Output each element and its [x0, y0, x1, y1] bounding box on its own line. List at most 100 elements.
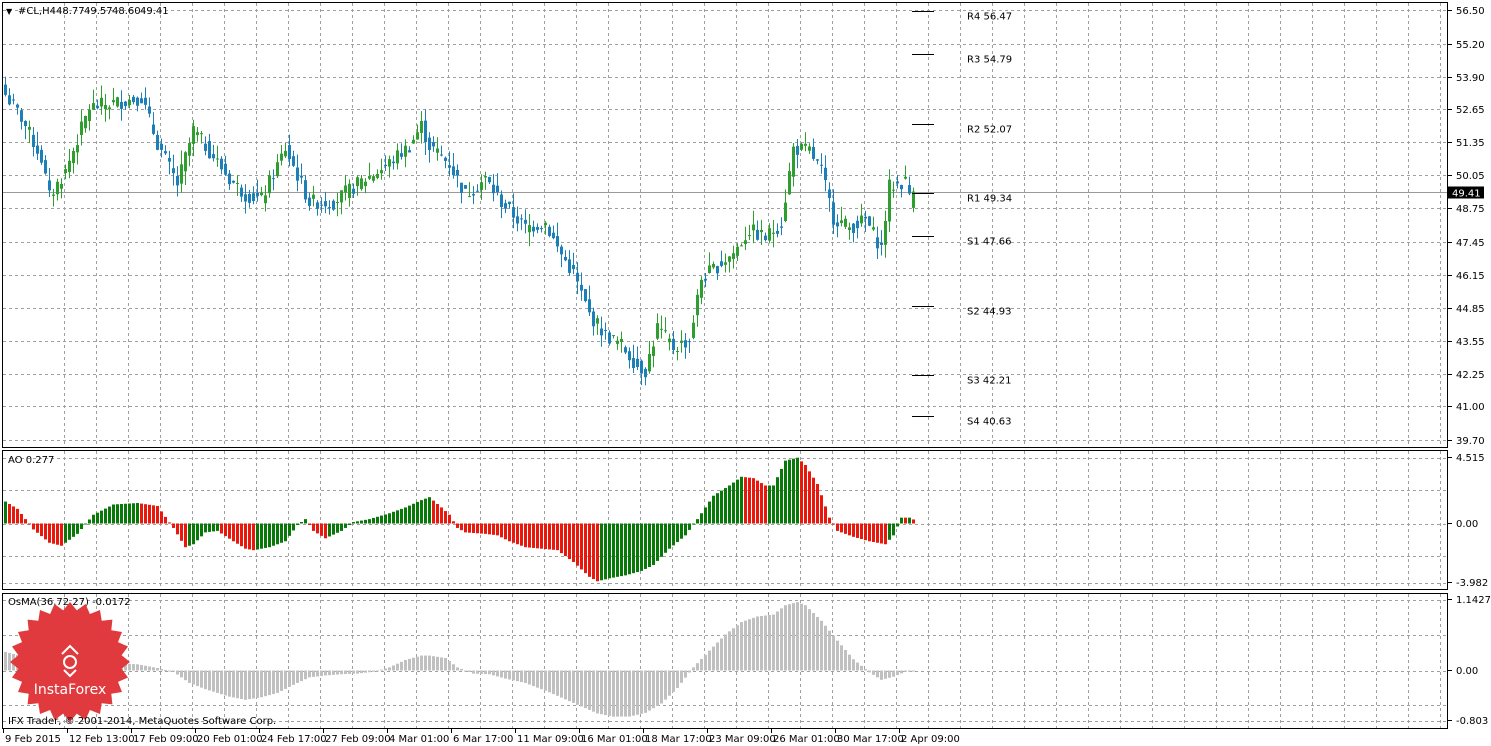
osma-bar	[448, 661, 451, 671]
osma-bar	[872, 670, 875, 675]
ao-bar	[148, 504, 151, 524]
candle-body	[320, 204, 323, 206]
instaforex-logo: InstaForex	[10, 602, 130, 722]
ao-bar	[308, 523, 311, 525]
price-tick-label: 43.55	[1456, 337, 1485, 348]
ao-bar	[572, 523, 575, 563]
candle-body	[244, 194, 247, 202]
ao-bar	[488, 523, 491, 535]
osma-bar	[804, 605, 807, 671]
osma-bar	[832, 635, 835, 671]
candle-body	[496, 185, 499, 193]
ao-bar	[548, 523, 551, 550]
candle-body	[728, 256, 731, 262]
candle-body	[160, 143, 163, 150]
ao-bar	[760, 483, 763, 524]
osma-bar	[908, 670, 911, 672]
candle-body	[228, 173, 231, 185]
candle-body	[352, 188, 355, 194]
pivot-label: S3 42.21	[967, 376, 1012, 387]
candle-body	[184, 152, 187, 172]
candle-body	[44, 160, 47, 174]
candle-body	[168, 157, 171, 162]
candle-body	[504, 203, 507, 209]
osma-bar	[480, 670, 483, 674]
osma-bar	[644, 670, 647, 713]
candle-body	[112, 100, 115, 103]
candle-body	[432, 142, 435, 147]
osma-bar	[784, 605, 787, 671]
ao-bar	[796, 457, 799, 524]
candle-body	[260, 192, 263, 196]
osma-bar	[708, 650, 711, 671]
osma-bar	[744, 620, 747, 671]
candle-body	[720, 261, 723, 266]
osma-bar	[4, 651, 7, 671]
candle-body	[860, 215, 863, 224]
ao-bar	[504, 523, 507, 540]
pivot-label: R4 56.47	[967, 12, 1012, 23]
candle-body	[784, 202, 787, 221]
ao-bar	[564, 523, 567, 557]
ao-bar	[472, 523, 475, 533]
candle-body	[796, 145, 799, 155]
osma-bar	[244, 670, 247, 700]
ao-bar	[60, 523, 63, 546]
ao-bar	[680, 523, 683, 539]
osma-bar	[528, 670, 531, 685]
ao-bar	[900, 517, 903, 524]
candle-body	[464, 185, 467, 189]
ao-bar	[444, 511, 447, 524]
candle-body	[724, 262, 727, 265]
ao-bar	[536, 523, 539, 549]
osma-bar	[772, 614, 775, 671]
ao-bar	[544, 523, 547, 550]
osma-bar	[756, 616, 759, 671]
ao-bar	[656, 523, 659, 561]
candle-body	[500, 194, 503, 207]
osma-bar	[160, 668, 163, 671]
osma-bar	[892, 670, 895, 677]
osma-bar	[656, 670, 659, 706]
osma-bar	[156, 668, 159, 671]
candle-body	[180, 164, 183, 184]
candle-body	[456, 169, 459, 176]
ao-bar	[820, 495, 823, 524]
osma-bar	[536, 670, 539, 688]
ao-bar	[856, 523, 859, 538]
price-tick-label: 51.35	[1456, 138, 1485, 149]
osma-bar	[668, 670, 671, 696]
osma-bar	[780, 608, 783, 671]
osma-bar	[328, 670, 331, 676]
osma-bar	[132, 664, 135, 671]
osma-bar	[588, 670, 591, 710]
osma-bar	[460, 668, 463, 671]
candle-body	[744, 240, 747, 244]
chart-menu-arrow-icon[interactable]: ▼	[6, 7, 13, 16]
candle-body	[864, 216, 867, 219]
candle-body	[840, 220, 843, 224]
osma-bar	[392, 665, 395, 671]
ao-bar	[592, 523, 595, 580]
candle-body	[644, 368, 647, 378]
candle-body	[888, 179, 891, 222]
ao-bar	[208, 523, 211, 532]
candle-body	[472, 194, 475, 196]
osma-bar	[208, 670, 211, 691]
ao-bar	[888, 523, 891, 540]
candle-body	[540, 228, 543, 230]
time-tick-label: 20 Feb 01:00	[197, 734, 263, 745]
candle-body	[172, 168, 175, 174]
osma-bar	[884, 670, 887, 679]
time-tick-label: 18 Mar 17:00	[645, 734, 712, 745]
ao-bar	[276, 523, 279, 545]
osma-bar	[492, 670, 495, 676]
ao-tick-label: 0.00	[1456, 519, 1478, 530]
osma-bar	[820, 620, 823, 671]
ao-bar	[764, 485, 767, 524]
ao-bar	[304, 519, 307, 524]
osma-bar	[748, 619, 751, 671]
candle-body	[852, 223, 855, 233]
candle-body	[824, 167, 827, 181]
ao-bar	[712, 495, 715, 524]
